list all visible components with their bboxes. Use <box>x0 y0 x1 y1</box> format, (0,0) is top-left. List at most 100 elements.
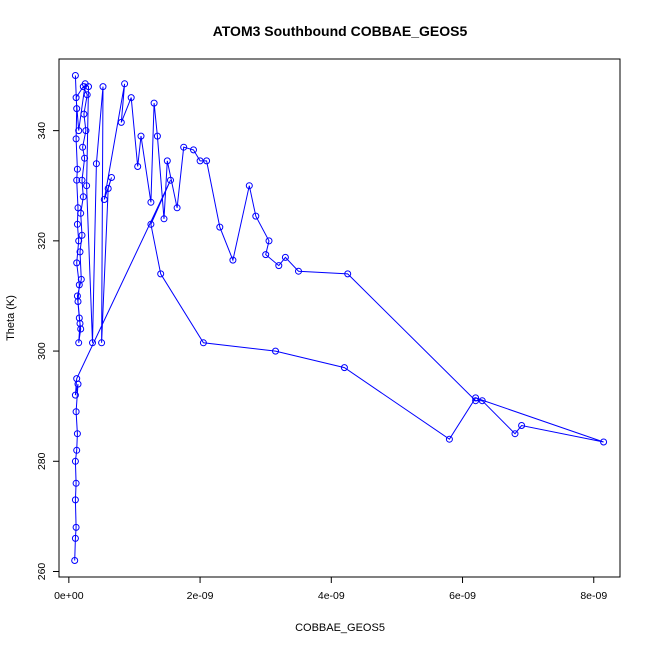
data-point <box>272 347 279 355</box>
data-point <box>72 94 80 102</box>
data-point <box>75 339 83 347</box>
data-point <box>78 231 86 239</box>
data-point <box>99 83 107 91</box>
data-point <box>72 479 80 487</box>
data-point <box>85 83 92 91</box>
data-point <box>163 157 171 165</box>
data-point <box>80 110 88 118</box>
data-point <box>74 204 82 212</box>
data-point <box>72 408 80 416</box>
data-point <box>203 157 211 165</box>
plot-area <box>71 72 608 564</box>
y-tick-label: 300 <box>36 342 48 360</box>
data-point <box>147 198 155 206</box>
data-point <box>73 446 81 454</box>
data-point <box>252 212 260 220</box>
data-point <box>472 394 480 402</box>
x-tick-label: 6e-09 <box>449 590 476 602</box>
data-point <box>73 165 81 173</box>
data-point <box>600 438 608 446</box>
data-point <box>157 270 165 278</box>
data-point <box>73 105 81 113</box>
data-point <box>75 127 83 135</box>
chart-title: ATOM3 Southbound COBBAE_GEOS5 <box>213 23 468 39</box>
data-point <box>180 143 188 151</box>
y-tick-label: 320 <box>36 232 48 250</box>
data-point <box>147 220 155 228</box>
data-point <box>77 275 85 283</box>
x-tick-label: 0e+00 <box>54 590 84 602</box>
data-point <box>262 251 270 259</box>
y-tick-label: 260 <box>36 563 48 581</box>
data-point <box>127 94 135 102</box>
series-line <box>74 75 604 561</box>
x-tick-label: 2e-09 <box>187 590 214 602</box>
data-point <box>73 292 81 300</box>
data-point <box>71 534 79 542</box>
data-point <box>76 248 84 256</box>
data-point <box>92 160 100 168</box>
data-point <box>472 397 480 405</box>
data-point <box>340 364 348 372</box>
data-point <box>100 196 108 203</box>
data-point <box>83 91 91 99</box>
data-point <box>245 182 253 190</box>
data-point <box>117 118 125 126</box>
data-point <box>229 256 237 264</box>
data-point <box>160 215 168 223</box>
data-point <box>71 72 79 79</box>
y-tick-label: 280 <box>36 452 48 470</box>
data-point <box>74 380 82 388</box>
data-point <box>518 422 526 429</box>
data-point <box>295 267 302 275</box>
data-point <box>275 262 283 270</box>
data-point <box>167 176 174 184</box>
data-point <box>78 176 86 184</box>
data-point <box>79 193 87 201</box>
data-point <box>216 223 224 231</box>
data-point <box>77 325 85 333</box>
data-point <box>73 259 81 267</box>
data-point <box>73 220 81 228</box>
data-point <box>153 132 161 140</box>
data-point <box>265 237 273 245</box>
data-point <box>82 127 90 135</box>
data-point <box>73 176 81 184</box>
data-point <box>478 397 486 405</box>
data-point <box>71 457 79 465</box>
data-point <box>75 314 83 322</box>
data-point <box>71 496 79 504</box>
data-point <box>150 99 158 107</box>
y-axis-label: Theta (K) <box>5 295 17 341</box>
data-point <box>445 435 453 443</box>
data-point <box>83 182 91 190</box>
data-point <box>344 270 352 278</box>
data-point <box>72 523 80 531</box>
data-point <box>104 185 112 192</box>
data-point <box>281 253 289 261</box>
data-point <box>137 132 145 140</box>
x-axis: 0e+00 2e-09 4e-09 6e-09 8e-09 <box>54 577 607 602</box>
data-point <box>89 339 96 347</box>
data-point <box>173 204 181 212</box>
data-point <box>72 135 80 143</box>
data-point <box>79 143 87 151</box>
x-axis-label: COBBAE_GEOS5 <box>295 622 385 634</box>
data-point <box>98 339 106 347</box>
data-point <box>77 209 85 217</box>
data-point <box>134 163 142 170</box>
data-point <box>108 174 115 181</box>
data-point <box>71 391 79 399</box>
data-point <box>511 430 519 438</box>
data-point <box>75 237 83 245</box>
data-point <box>81 154 89 162</box>
data-point <box>190 146 197 154</box>
data-point <box>121 80 129 88</box>
plot-frame <box>58 58 621 578</box>
data-point <box>71 557 79 564</box>
x-tick-label: 4e-09 <box>318 590 345 602</box>
data-point <box>73 430 81 438</box>
y-axis: 260 280 300 320 340 <box>36 122 59 581</box>
x-tick-label: 8e-09 <box>580 590 607 602</box>
